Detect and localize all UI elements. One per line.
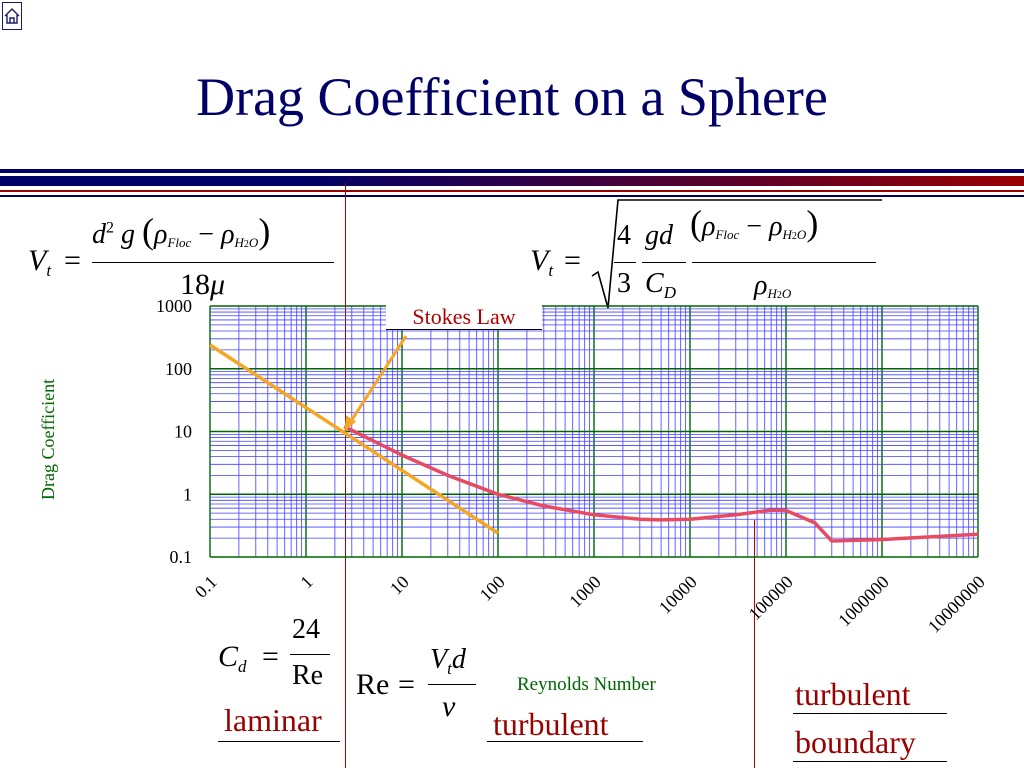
turbulent-label: turbulent (493, 706, 609, 742)
header-band-red (0, 190, 1024, 192)
x-tick-label: 10 (386, 572, 413, 599)
turbulent-boundary-underline-2 (793, 761, 947, 762)
laminar-label: laminar (224, 702, 322, 738)
laminar-underline (218, 741, 340, 742)
x-tick-label: 100000 (745, 572, 797, 624)
header-band-thin (0, 169, 1024, 173)
home-icon (4, 8, 20, 24)
stokes-law-line (209, 343, 499, 535)
sqrt-sign (591, 199, 882, 309)
y-tick-label: 100 (165, 359, 192, 379)
grid (209, 305, 979, 558)
y-axis-label: Drag Coefficient (38, 378, 58, 500)
turbulent-underline (487, 741, 643, 742)
turbulent-boundary-label-2: boundary (795, 724, 916, 760)
x-tick-label: 10000000 (924, 572, 989, 637)
stokes-law-arrow (346, 335, 408, 427)
x-tick-label: 10000 (655, 572, 701, 618)
x-tick-label: 0.1 (191, 572, 221, 602)
turbulent-boundary-label-1: turbulent (795, 676, 911, 712)
home-button[interactable] (2, 2, 22, 30)
y-tick-label: 10 (174, 422, 192, 442)
x-axis-label: Reynolds Number (517, 674, 656, 695)
x-tick-label: 1 (296, 572, 317, 593)
x-tick-label: 100 (476, 572, 509, 605)
turbulent-boundary-underline-1 (793, 713, 947, 714)
turbulent-divider (754, 520, 755, 768)
y-tick-label: 1 (183, 484, 192, 504)
x-tick-label: 1000000 (834, 572, 893, 631)
y-tick-label: 1000 (156, 296, 192, 316)
header-band-thin-2 (0, 195, 1024, 197)
header-band-thick (0, 176, 1024, 186)
drag-coefficient-curve (343, 424, 979, 543)
x-tick-label: 1000 (565, 572, 605, 612)
stokes-law-label: Stokes Law (386, 304, 542, 330)
page-title: Drag Coefficient on a Sphere (196, 67, 828, 127)
stokes-law-arrowhead (344, 415, 357, 432)
stokes-law-underline (386, 329, 542, 330)
y-tick-label: 0.1 (170, 547, 193, 567)
series (209, 335, 979, 543)
